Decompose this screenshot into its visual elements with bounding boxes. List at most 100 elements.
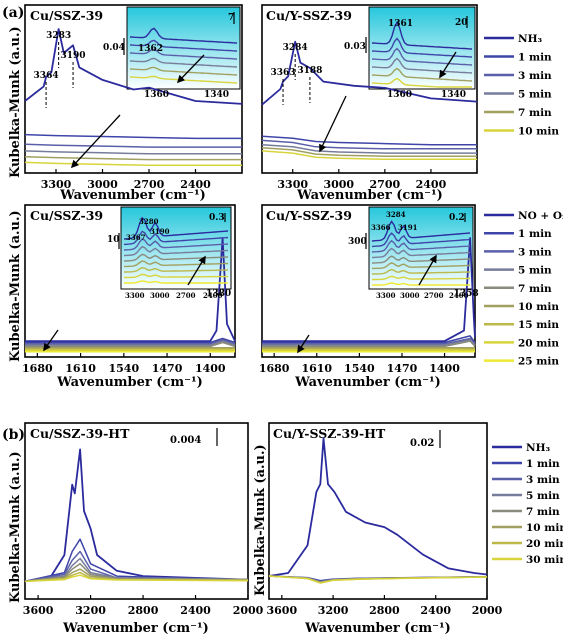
- x-tick-label-1-0: 3300: [277, 178, 308, 191]
- x-tick-label-1-3: 2400: [416, 178, 447, 191]
- series-line-4-0: [24, 448, 249, 583]
- inset-a4-scale: 300: [348, 237, 367, 247]
- x-tick-label-2-4: 1400: [195, 362, 226, 375]
- peak-label-0-1: 3283: [46, 31, 71, 41]
- chart-4-xticks: 3600 3200 2800 2400 2000: [23, 595, 264, 617]
- ylabel-a3: Kubelka-Munk (a.u.): [8, 210, 23, 362]
- legend-label-no_a-3: 5 min: [518, 265, 552, 277]
- chart-1-series: [261, 40, 478, 161]
- inset-line-2-0: [123, 216, 229, 240]
- x-tick-label-5-2: 2800: [369, 604, 400, 617]
- xlabel-a3: Wavenumber (cm⁻¹): [56, 375, 203, 390]
- frame-b1: [24, 422, 249, 600]
- series-line-1-2: [261, 139, 477, 150]
- series-line-0-1: [24, 133, 242, 140]
- legend-label-nh3_a-5: 10 min: [518, 126, 559, 138]
- inset-line-3-7: [372, 275, 470, 281]
- x-tick-label-5-4: 2000: [472, 604, 503, 617]
- peak-label-2-0: 1380: [206, 289, 231, 299]
- inset-line-3-2: [371, 239, 471, 253]
- inset-line-2-7: [124, 273, 228, 279]
- panel-label-b: (b): [2, 427, 25, 443]
- inset-line-0-3: [129, 57, 238, 68]
- legend-label-no_a-1: 1 min: [518, 228, 552, 240]
- series-line-0-0: [24, 28, 243, 105]
- x-tick-label-0-3: 2400: [180, 178, 211, 191]
- legend-no_a: NO + O₂ 1 min 3 min 5 min 7 min 10 min 15 min 2…: [484, 210, 563, 368]
- xlabel-b2: Wavenumber (cm⁻¹): [304, 621, 451, 636]
- peak-label-1-2: 3188: [297, 66, 322, 76]
- title-a2: Cu/Y-SSZ-39: [266, 8, 352, 23]
- arrow-a2: [319, 95, 347, 153]
- inset-a4-tick-1: 3000: [400, 291, 420, 300]
- chart-0-xticks: 3300 3000 2700 2400: [41, 169, 211, 191]
- inset-line-1-4: [371, 67, 473, 82]
- inset-series-2: [123, 216, 229, 284]
- inset-line-3-4: [371, 255, 471, 264]
- inset-series-3: [371, 220, 471, 286]
- inset-a1-scale: 0.04: [103, 43, 125, 53]
- inset-line-3-0: [371, 220, 471, 242]
- ylabel-b1: Kubelka-Munk (a.u.): [8, 451, 23, 603]
- inset-line-1-0: [371, 20, 473, 50]
- inset-line-0-1: [129, 39, 238, 52]
- inset-line-2-1: [123, 230, 229, 246]
- scale-bars: [118, 12, 468, 448]
- chart-1-peaks: 3363 3284 3188: [271, 43, 322, 105]
- title-a4: Cu/Y-SSZ-39: [266, 208, 352, 223]
- scale-label-b2: 0.02: [410, 438, 434, 449]
- inset-line-1-2: [371, 47, 473, 66]
- arrow-a3-inset: [187, 255, 206, 286]
- inset-line-0-2: [129, 48, 238, 60]
- series-line-2-1: [25, 337, 236, 344]
- legend-nh3_b: NH₃ 1 min 3 min 5 min 7 min 10 min 20 min 30 mi…: [492, 442, 563, 566]
- series-line-3-0: [262, 237, 476, 342]
- x-tick-label-3-1: 1610: [301, 362, 332, 375]
- legend-label-nh3_b-2: 3 min: [526, 474, 560, 486]
- chart-4-series: [24, 448, 249, 583]
- inset-line-3-6: [371, 268, 471, 275]
- series-line-0-5: [24, 161, 242, 167]
- arrow-a4: [297, 334, 310, 354]
- legend-label-nh3_a-2: 3 min: [518, 70, 552, 82]
- chart-2-xticks: 1680 1610 1540 1470 1400: [22, 353, 226, 375]
- chart-3-peaks: 1358: [454, 289, 479, 299]
- x-tick-label-4-2: 2800: [128, 604, 159, 617]
- x-tick-label-3-2: 1540: [344, 362, 375, 375]
- title-b1: Cu/SSZ-39-HT: [30, 426, 130, 441]
- legend-label-nh3_a-1: 1 min: [518, 52, 552, 64]
- x-tick-label-2-2: 1540: [109, 362, 140, 375]
- inset-line-0-0: [129, 27, 238, 44]
- x-tick-label-2-0: 1680: [22, 362, 53, 375]
- inset-line-1-1: [371, 37, 473, 58]
- x-tick-label-3-4: 1400: [429, 362, 460, 375]
- peak-label-0-2: 3190: [61, 51, 86, 61]
- inset-line-3-5: [371, 262, 471, 270]
- title-a3: Cu/SSZ-39: [30, 208, 103, 223]
- x-tick-label-3-0: 1680: [259, 362, 290, 375]
- frame-b2: [268, 422, 488, 600]
- series-line-5-0: [268, 437, 488, 577]
- legend-label-nh3_b-0: NH₃: [526, 442, 551, 454]
- series-line-0-3: [24, 150, 242, 155]
- inset-a2-corner: 20: [455, 18, 468, 28]
- series-line-1-3: [261, 143, 477, 154]
- legend-label-no_a-4: 7 min: [518, 283, 552, 295]
- series-line-2-2: [25, 339, 236, 345]
- series-line-4-7: [24, 574, 249, 583]
- inset-line-2-6: [123, 266, 229, 273]
- x-tick-label-5-1: 3200: [318, 604, 349, 617]
- inset-a1-tick-1: 1340: [204, 90, 229, 100]
- xlabel-a4: Wavenumber (cm⁻¹): [294, 375, 441, 390]
- x-tick-label-4-0: 3600: [23, 604, 54, 617]
- scale-label-b1: 0.004: [170, 435, 201, 446]
- inset-a3-tick-1: 3000: [150, 291, 170, 300]
- x-tick-label-5-3: 2400: [420, 604, 451, 617]
- inset-line-2-2: [123, 238, 229, 251]
- x-tick-label-3-3: 1470: [387, 362, 418, 375]
- inset-a4-peak-2: 3191: [398, 223, 418, 232]
- x-tick-label-4-4: 2000: [233, 604, 264, 617]
- chart-0-peaks: 3364 3283 3190: [34, 31, 86, 108]
- peak-label-1-1: 3284: [283, 43, 308, 53]
- plot-frames: [24, 4, 488, 600]
